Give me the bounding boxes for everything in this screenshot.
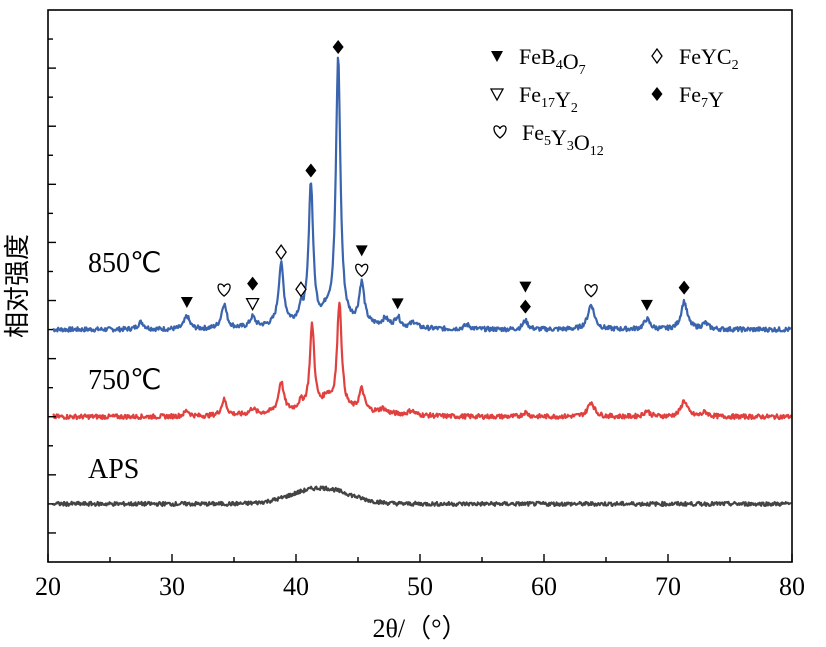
- series-trace: [52, 301, 793, 421]
- filled-diamond-icon: [678, 280, 690, 295]
- x-tick-label: 20: [35, 572, 61, 601]
- filled-diamond-icon: [519, 299, 531, 314]
- filled-diamond-icon: [247, 276, 259, 291]
- legend-formula-subscript: 3: [567, 139, 574, 154]
- open-diamond-icon: [295, 281, 307, 298]
- legend-formula-subscript: 17: [541, 96, 555, 111]
- legend-formula-part: Fe: [519, 82, 541, 107]
- legend-formula-subscript: 2: [571, 101, 578, 116]
- filled-diamond-marker: [247, 276, 259, 291]
- filled-down-triangle-icon: [391, 298, 404, 310]
- filled-diamond-marker: [651, 87, 663, 101]
- legend-formula-part: Fe: [679, 82, 701, 107]
- filled-diamond-icon: [332, 40, 344, 55]
- open-heart-marker: [355, 263, 369, 278]
- legend-label: Fe7Y: [679, 82, 724, 112]
- y-axis-title: 相对强度: [3, 234, 32, 338]
- legend-formula-subscript: 7: [701, 96, 708, 111]
- filled-down-triangle-marker: [180, 296, 193, 308]
- axes: 20 30 40 50 60 70 80 2θ/（°） 相对强度: [3, 9, 805, 643]
- legend-formula-part: FeB: [519, 44, 556, 69]
- open-heart-marker: [493, 125, 507, 139]
- filled-down-triangle-marker: [391, 298, 404, 310]
- legend-formula-part: O: [574, 130, 590, 155]
- filled-down-triangle-marker: [640, 299, 653, 311]
- x-tick-label: 40: [283, 572, 309, 601]
- filled-down-triangle-icon: [640, 299, 653, 311]
- x-tick-label: 30: [159, 572, 185, 601]
- series-label: 850℃: [88, 248, 161, 279]
- open-heart-icon: [584, 284, 598, 298]
- legend-formula-part: O: [563, 49, 579, 74]
- legend-formula-part: Y: [708, 87, 724, 112]
- legend-formula-part: Y: [551, 125, 567, 150]
- legend-formula-subscript: 7: [579, 63, 586, 78]
- legend-label: FeB4O7: [519, 44, 586, 78]
- legend-formula-part: FeYC: [679, 44, 732, 69]
- peak-marker-layer: [180, 40, 690, 314]
- series-trace: [52, 56, 792, 333]
- open-diamond-marker: [651, 47, 663, 65]
- filled-down-triangle-marker: [491, 51, 503, 62]
- filled-diamond-marker: [678, 280, 690, 295]
- open-down-triangle-marker: [245, 297, 260, 312]
- open-down-triangle-icon: [489, 88, 505, 102]
- filled-down-triangle-marker: [355, 245, 368, 257]
- series-label: 750℃: [88, 365, 161, 396]
- open-heart-icon: [355, 263, 369, 278]
- open-down-triangle-icon: [245, 297, 260, 312]
- x-tick-label: 50: [407, 572, 433, 601]
- series-label: APS: [88, 454, 139, 485]
- legend-formula-subscript: 4: [556, 58, 563, 73]
- x-tick-label: 60: [531, 572, 557, 601]
- filled-diamond-marker: [305, 163, 317, 178]
- open-down-triangle-marker: [489, 88, 505, 102]
- open-diamond-icon: [651, 47, 663, 65]
- x-axis-title: 2θ/（°）: [372, 614, 467, 643]
- legend-formula-part: Y: [555, 87, 571, 112]
- legend-formula-subscript: 12: [590, 144, 604, 159]
- filled-diamond-marker: [519, 299, 531, 314]
- open-heart-icon: [217, 283, 231, 297]
- series-trace: [52, 485, 792, 507]
- open-diamond-icon: [275, 243, 287, 261]
- filled-down-triangle-icon: [519, 281, 532, 293]
- filled-diamond-marker: [332, 40, 344, 55]
- filled-down-triangle-icon: [355, 245, 368, 257]
- open-heart-marker: [584, 284, 598, 298]
- open-heart-marker: [217, 283, 231, 297]
- open-heart-icon: [493, 125, 507, 139]
- legend-label: Fe17Y2: [519, 82, 578, 116]
- legend-label: Fe5Y3O12: [522, 120, 604, 159]
- filled-diamond-icon: [651, 87, 663, 101]
- filled-down-triangle-marker: [519, 281, 532, 293]
- legend-formula-part: Fe: [522, 120, 544, 145]
- x-tick-label: 70: [655, 572, 681, 601]
- open-diamond-marker: [275, 243, 287, 261]
- legend-formula-subscript: 2: [732, 58, 739, 73]
- filled-down-triangle-icon: [180, 296, 193, 308]
- filled-diamond-icon: [305, 163, 317, 178]
- series-layer: 850℃ 750℃ APS: [52, 56, 793, 507]
- legend-label: FeYC2: [679, 44, 739, 73]
- x-tick-label: 80: [779, 572, 805, 601]
- legend-formula-subscript: 5: [544, 134, 551, 149]
- open-diamond-marker: [295, 281, 307, 298]
- filled-down-triangle-icon: [491, 51, 503, 62]
